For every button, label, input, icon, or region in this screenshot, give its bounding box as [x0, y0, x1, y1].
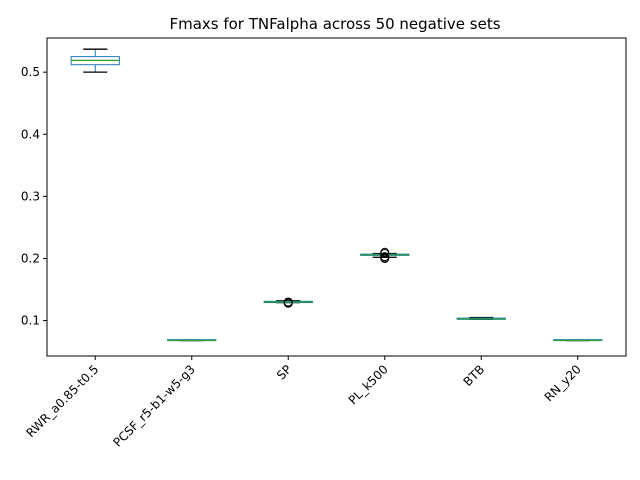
- chart-title: Fmaxs for TNFalpha across 50 negative se…: [169, 15, 500, 33]
- y-tick-label: 0.4: [21, 127, 40, 141]
- y-axis: 0.1 0.2 0.3 0.4 0.5: [21, 65, 47, 328]
- y-tick-label: 0.5: [21, 65, 40, 79]
- x-axis: RWR_a0.85-t0.5 PCSF_r5-b1-w5-g3 SP PL_k500 B…: [23, 356, 584, 450]
- x-tick-label: SP: [274, 362, 294, 382]
- x-tick-label: PCSF_r5-b1-w5-g3: [110, 362, 197, 449]
- axes-frame: [46, 37, 627, 357]
- x-tick-label: PL_k500: [346, 362, 391, 407]
- plot-area: [70, 48, 603, 342]
- x-tick-label: RN_y20: [542, 362, 584, 404]
- outlier-point: [283, 297, 293, 307]
- y-tick-label: 0.1: [21, 314, 40, 328]
- x-tick-label: BTB: [461, 362, 488, 389]
- y-tick-label: 0.2: [21, 251, 40, 265]
- box-group: [456, 316, 506, 321]
- box-group: [360, 247, 410, 263]
- outlier-point: [380, 252, 390, 262]
- box-group: [70, 48, 120, 73]
- box-group: [167, 339, 217, 342]
- y-tick-label: 0.3: [21, 189, 40, 203]
- box-group: [263, 297, 313, 308]
- outlier-point: [380, 247, 390, 257]
- box-group: [553, 339, 603, 342]
- x-tick-label: RWR_a0.85-t0.5: [23, 362, 101, 440]
